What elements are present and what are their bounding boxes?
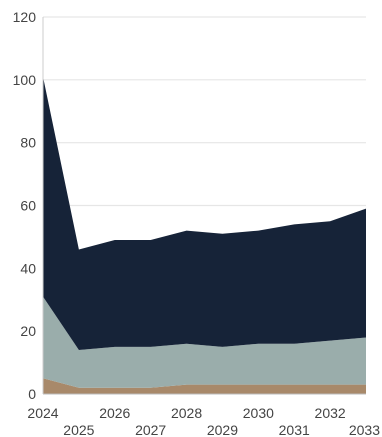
x-tick-label: 2025 [63,422,94,437]
x-tick-label: 2028 [171,405,202,421]
y-tick-label: 40 [20,260,36,276]
x-tick-label: 2026 [99,405,130,421]
x-tick-label: 2032 [315,405,346,421]
x-tick-label: 2029 [207,422,238,437]
x-tick-label: 2031 [279,422,310,437]
area-series-3 [43,76,366,351]
x-tick-labels: 2024 2026 2028 2030 2032 2025 2027 2029 2031 2033 [27,405,380,437]
y-tick-label: 120 [13,9,37,25]
x-tick-label: 2030 [243,405,274,421]
x-tick-label: 2033 [349,422,380,437]
y-tick-label: 60 [20,198,36,214]
area-series [43,76,366,394]
y-tick-labels: 0 20 40 60 80 100 120 [13,9,37,402]
area-series-2 [43,296,366,388]
y-tick-label: 80 [20,135,36,151]
x-tick-label: 2024 [27,405,58,421]
area-series-1 [43,378,366,394]
y-tick-label: 100 [13,72,37,88]
x-tick-label: 2027 [135,422,166,437]
y-tick-label: 0 [28,386,36,402]
y-tick-label: 20 [20,323,36,339]
